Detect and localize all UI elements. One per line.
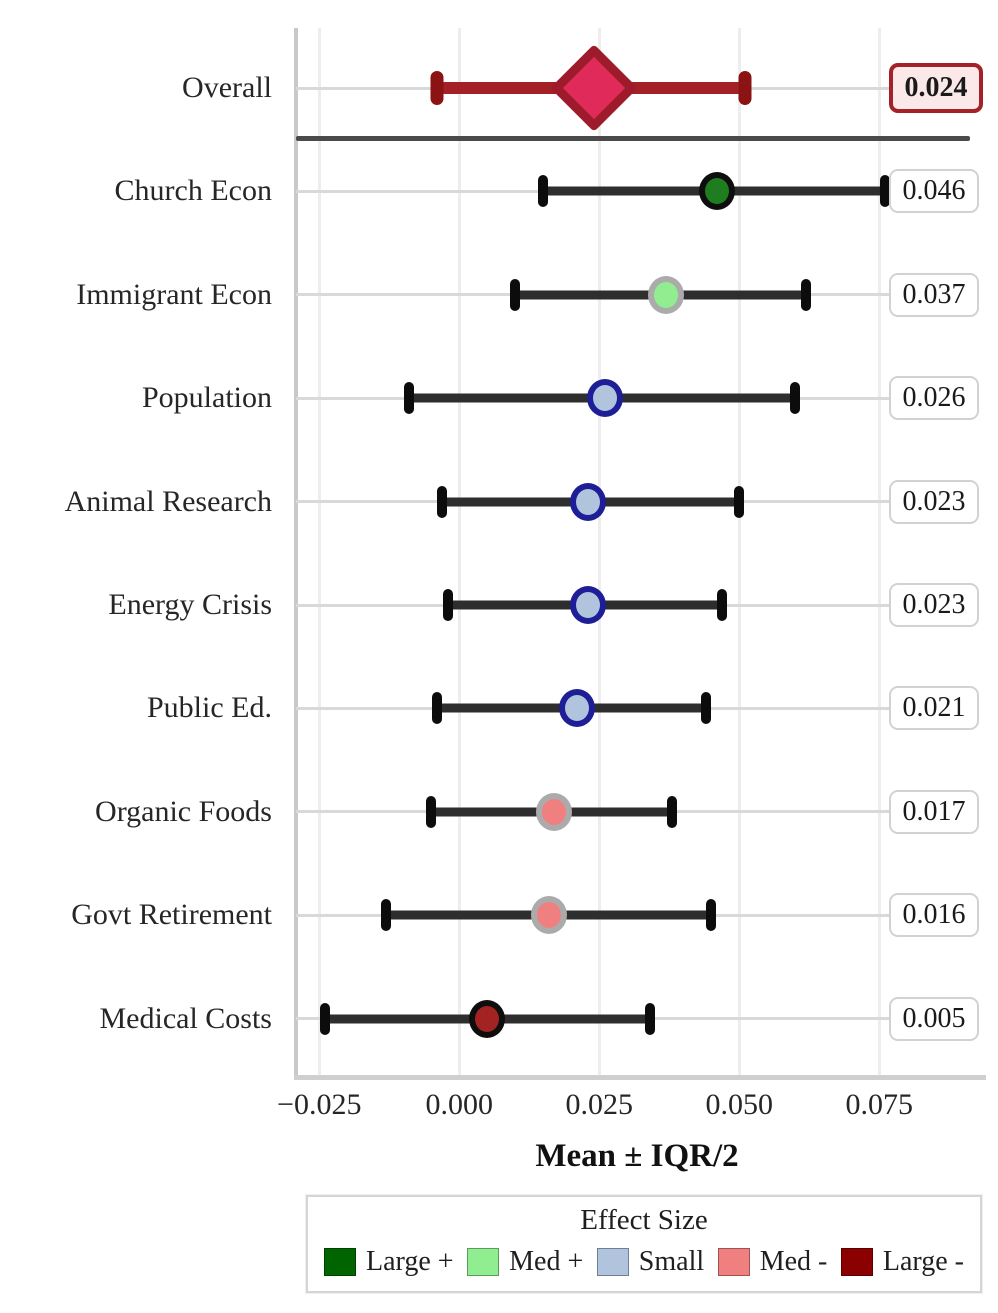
- legend-item: Med -: [717, 1246, 828, 1278]
- value-badge: 0.023: [889, 479, 979, 524]
- legend-item: Small: [596, 1246, 705, 1278]
- legend-title: Effect Size: [580, 1204, 708, 1236]
- x-tick-label: 0.025: [565, 1088, 634, 1121]
- x-tick-label: 0.075: [845, 1088, 913, 1121]
- legend: Effect Size Large + Med + Small Med - Large …: [305, 1194, 983, 1294]
- value-badge: 0.026: [889, 376, 979, 421]
- value-badge: 0.021: [889, 686, 979, 731]
- legend-swatch-icon: [840, 1248, 873, 1276]
- value-badge: 0.017: [889, 789, 979, 834]
- overall-diamond-marker: [549, 44, 638, 132]
- legend-item-label: Large +: [366, 1246, 454, 1277]
- gridline-vertical: [317, 28, 321, 1075]
- value-badge: 0.037: [889, 272, 979, 317]
- x-axis-title: Mean ± IQR/2: [535, 1138, 739, 1174]
- effect-circle-marker: [530, 896, 567, 935]
- row-label: Energy Crisis: [108, 588, 272, 621]
- error-bar-cap-left: [510, 278, 521, 311]
- gridline-vertical: [737, 28, 741, 1075]
- effect-circle-marker: [698, 172, 735, 211]
- effect-circle-marker: [570, 586, 607, 624]
- error-bar-cap-right: [734, 485, 745, 518]
- error-bar-cap-right: [644, 1002, 655, 1035]
- gridline-vertical: [877, 28, 881, 1075]
- gridline-vertical: [597, 28, 601, 1075]
- row-label: Population: [141, 381, 272, 415]
- x-axis-spine: [294, 1075, 986, 1080]
- error-bar-cap-left: [430, 71, 444, 105]
- effect-circle-marker: [586, 379, 623, 418]
- row-label: Medical Costs: [99, 1001, 273, 1035]
- legend-item-label: Small: [638, 1246, 705, 1277]
- error-bar-cap-left: [431, 692, 442, 725]
- legend-item-label: Med -: [759, 1246, 828, 1277]
- error-bar-cap-right: [879, 175, 890, 208]
- row-label: Immigrant Econ: [76, 277, 272, 311]
- x-tick-label: 0.050: [705, 1088, 774, 1121]
- overall-separator: [296, 136, 970, 141]
- row-label: Govt Retirement: [71, 898, 272, 932]
- value-badge: 0.023: [889, 583, 979, 627]
- legend-swatch-icon: [717, 1248, 750, 1276]
- error-bar-cap-right: [738, 71, 752, 105]
- error-bar-cap-left: [403, 382, 414, 415]
- legend-item-label: Med +: [509, 1246, 584, 1277]
- error-bar-cap-left: [437, 485, 448, 518]
- row-label: Animal Research: [64, 484, 272, 518]
- row-label: Public Ed.: [147, 691, 272, 725]
- legend-item: Med +: [467, 1246, 583, 1278]
- effect-circle-marker: [570, 482, 607, 521]
- error-bar-cap-right: [706, 899, 717, 932]
- effect-circle-marker: [469, 999, 506, 1038]
- effect-circle-marker: [648, 275, 685, 314]
- error-bar-cap-right: [667, 795, 678, 828]
- error-bar-cap-right: [717, 589, 728, 621]
- legend-item: Large -: [840, 1246, 964, 1278]
- value-badge: 0.046: [889, 169, 979, 214]
- x-tick-label: −0.025: [277, 1088, 362, 1121]
- x-tick-label: 0.000: [425, 1088, 494, 1121]
- row-label: Overall: [182, 71, 272, 104]
- legend-item: Large +: [324, 1246, 454, 1278]
- effect-circle-marker: [558, 689, 595, 728]
- error-bar-cap-right: [790, 382, 801, 415]
- legend-item-label: Large -: [882, 1246, 964, 1277]
- legend-swatch-icon: [596, 1248, 629, 1276]
- error-bar-cap-left: [443, 589, 454, 621]
- value-badge: 0.024: [889, 63, 983, 113]
- row-label: Organic Foods: [95, 794, 272, 828]
- error-bar-cap-left: [426, 795, 437, 828]
- legend-swatch-icon: [467, 1248, 500, 1276]
- error-bar-cap-left: [538, 175, 549, 208]
- effect-circle-marker: [536, 792, 573, 831]
- legend-items: Large + Med + Small Med - Large -: [308, 1237, 980, 1291]
- row-label: Church Econ: [114, 174, 272, 208]
- legend-swatch-icon: [324, 1248, 356, 1276]
- y-axis-spine: [294, 28, 298, 1080]
- gridline-vertical: [457, 28, 461, 1075]
- error-bar-cap-left: [319, 1002, 330, 1035]
- error-bar-cap-right: [801, 278, 812, 311]
- value-badge: 0.016: [889, 893, 979, 938]
- error-bar-cap-left: [381, 899, 392, 932]
- error-bar-cap-right: [700, 692, 711, 725]
- value-badge: 0.005: [889, 996, 979, 1041]
